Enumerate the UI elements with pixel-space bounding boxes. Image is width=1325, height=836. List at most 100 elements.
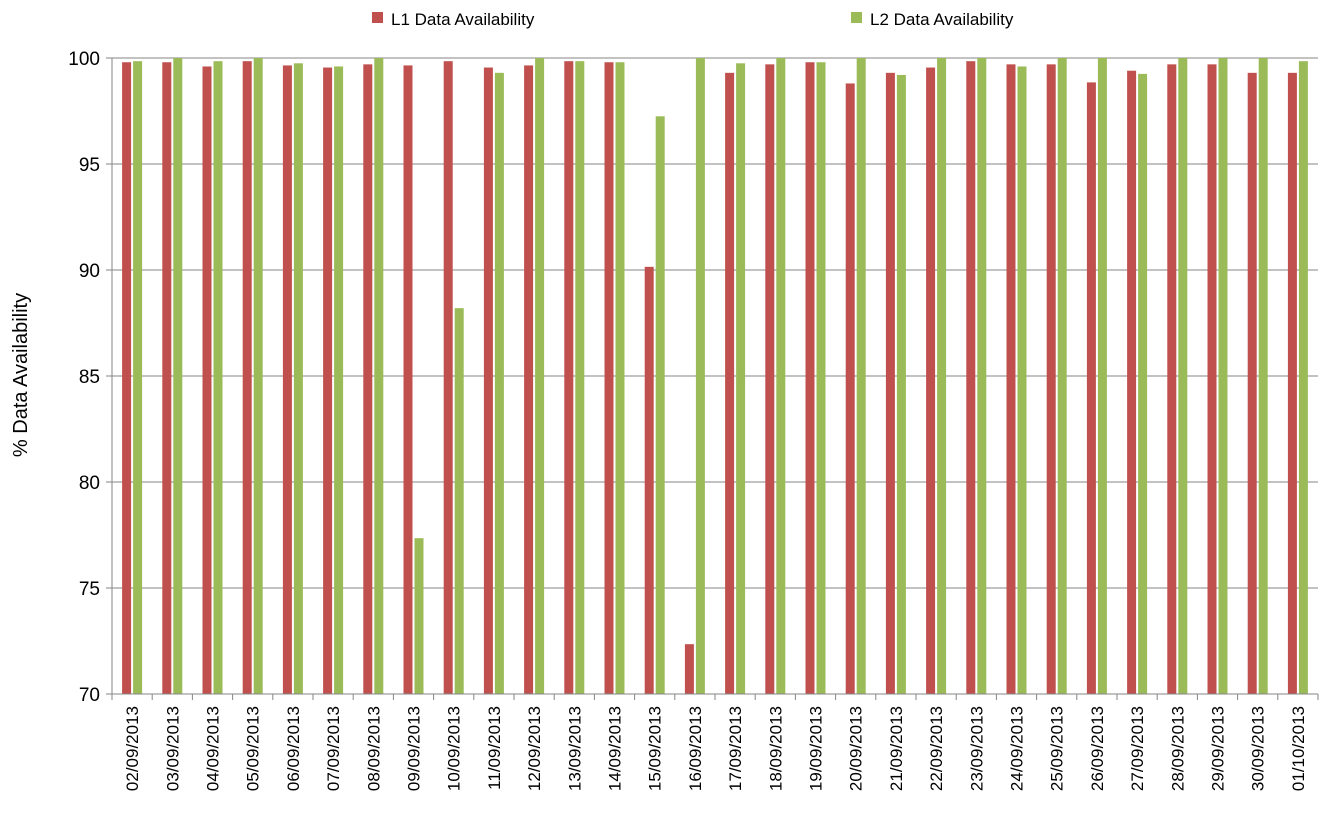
x-tick-label: 15/09/2013	[646, 706, 665, 791]
x-tick-label: 17/09/2013	[726, 706, 745, 791]
x-tick-label: 10/09/2013	[445, 706, 464, 791]
bar-l1	[684, 644, 694, 694]
y-axis-label: % Data Availability	[10, 293, 32, 457]
x-tick-label: 08/09/2013	[364, 706, 383, 791]
x-tick-label: 01/10/2013	[1289, 706, 1308, 791]
bar-l1	[604, 62, 614, 695]
y-tick-label: 80	[79, 473, 100, 494]
bar-l1	[162, 62, 172, 695]
bar-l1	[242, 61, 252, 695]
x-tick-label: 13/09/2013	[565, 706, 584, 791]
x-tick-label: 18/09/2013	[766, 706, 785, 791]
bar-l2	[1057, 58, 1067, 694]
bar-l2	[856, 58, 866, 694]
x-tick-label: 09/09/2013	[405, 706, 424, 791]
bar-l2	[1298, 61, 1308, 695]
x-tick-label: 30/09/2013	[1249, 706, 1268, 791]
x-tick-label: 02/09/2013	[123, 706, 142, 791]
bar-l1	[1127, 70, 1137, 695]
legend-swatch-l2	[851, 12, 862, 23]
bar-l1	[644, 266, 654, 694]
bar-l2	[374, 58, 384, 694]
bar-l2	[977, 58, 987, 694]
bar-l2	[1178, 58, 1188, 694]
x-tick-label: 19/09/2013	[807, 706, 826, 791]
bar-l2	[494, 72, 504, 695]
bar-l1	[765, 64, 775, 695]
bar-l2	[253, 58, 263, 694]
bar-l2	[1258, 58, 1268, 694]
bar-l1	[323, 67, 333, 695]
x-tick-label: 29/09/2013	[1209, 706, 1228, 791]
x-tick-label: 27/09/2013	[1128, 706, 1147, 791]
bar-l2	[133, 61, 143, 695]
y-tick-label: 100	[68, 49, 100, 70]
bar-l1	[282, 65, 292, 695]
legend-swatch-l1	[372, 12, 383, 23]
x-tick-labels: 02/09/2013 03/09/2013 04/09/2013 05/09/2013…	[123, 706, 1308, 791]
x-tick-label: 24/09/2013	[1008, 706, 1027, 791]
bar-l2	[736, 63, 746, 695]
bar-l1	[1046, 64, 1056, 695]
bars	[122, 58, 1308, 695]
bar-l1	[363, 64, 373, 695]
bar-l2	[1218, 58, 1228, 694]
x-tick-label: 05/09/2013	[244, 706, 263, 791]
x-tick-label: 28/09/2013	[1168, 706, 1187, 791]
bar-l1	[1207, 64, 1217, 695]
y-tick-label: 75	[79, 579, 100, 600]
x-tick-label: 03/09/2013	[163, 706, 182, 791]
x-tick-label: 11/09/2013	[485, 706, 504, 790]
x-tick-label: 14/09/2013	[606, 706, 625, 791]
bar-l2	[896, 74, 906, 694]
bar-l1	[564, 61, 574, 695]
bar-l1	[926, 67, 936, 695]
x-tick-label: 22/09/2013	[927, 706, 946, 791]
axes	[111, 58, 1319, 700]
bar-l2	[414, 538, 424, 694]
bar-l2	[816, 62, 826, 695]
x-tick-label: 04/09/2013	[204, 706, 223, 791]
bar-l1	[725, 72, 735, 695]
legend-label-l1: L1 Data Availability	[391, 10, 535, 29]
bar-l1	[1086, 82, 1096, 694]
legend-label-l2: L2 Data Availability	[870, 10, 1014, 29]
bar-l1	[1287, 72, 1297, 695]
bar-l1	[1006, 64, 1016, 695]
y-tick-label: 85	[79, 367, 100, 388]
bar-l2	[1138, 73, 1148, 694]
bar-l1	[443, 61, 453, 695]
x-tick-label: 26/09/2013	[1088, 706, 1107, 791]
legend: L1 Data Availability L2 Data Availabilit…	[372, 10, 1014, 29]
bar-l2	[1097, 58, 1107, 694]
bar-l2	[1017, 66, 1027, 695]
gridlines	[106, 57, 1318, 695]
bar-l1	[885, 72, 895, 695]
bar-l2	[575, 61, 585, 695]
bar-l2	[293, 63, 303, 695]
x-tick-label: 06/09/2013	[284, 706, 303, 791]
bar-l1	[524, 65, 534, 695]
y-tick-label: 70	[79, 685, 100, 706]
bar-l2	[334, 66, 344, 695]
bar-l1	[1167, 64, 1177, 695]
bar-l1	[483, 67, 493, 695]
y-tick-label: 90	[79, 261, 100, 282]
y-tick-label: 95	[79, 155, 100, 176]
bar-l1	[805, 62, 815, 695]
bar-l2	[173, 58, 183, 694]
x-tick-label: 20/09/2013	[847, 706, 866, 791]
bar-l1	[845, 83, 855, 694]
x-tick-label: 23/09/2013	[967, 706, 986, 791]
x-tick-label: 25/09/2013	[1048, 706, 1067, 791]
bar-l2	[213, 61, 223, 695]
bar-l1	[122, 62, 132, 695]
x-tick-label: 12/09/2013	[525, 706, 544, 791]
bar-l1	[202, 66, 212, 695]
x-tick-label: 21/09/2013	[887, 706, 906, 791]
bar-l2	[535, 58, 545, 694]
bar-l2	[776, 58, 786, 694]
bar-l2	[695, 58, 705, 694]
bar-l2	[454, 308, 464, 694]
